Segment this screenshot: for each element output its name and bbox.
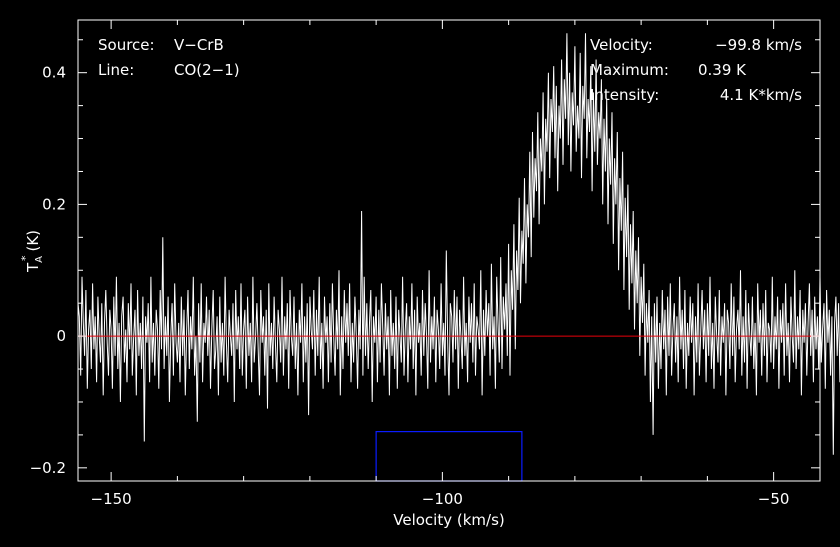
x-tick-label: −100	[422, 490, 463, 508]
y-tick-label: 0.4	[42, 64, 66, 82]
y-axis-label: TA* (K)	[19, 230, 45, 273]
plot-frame	[77, 19, 821, 482]
y-axis-ticks: −0.2 0 0.2 0.4	[30, 39, 820, 477]
maximum-key: Maximum:	[590, 61, 669, 79]
source-value: V−CrB	[174, 36, 224, 54]
x-axis-ticks: −150 −100 −50	[91, 20, 790, 508]
x-axis-label: Velocity (km/s)	[393, 511, 504, 529]
source-info-block: Source: V−CrB Line: CO(2−1)	[98, 36, 240, 79]
source-key: Source:	[98, 36, 155, 54]
y-tick-label: −0.2	[30, 459, 66, 477]
line-key: Line:	[98, 61, 134, 79]
velocity-key: Velocity:	[590, 36, 653, 54]
velocity-value: −99.8 km/s	[715, 36, 802, 54]
y-axis-label-main: T	[24, 262, 42, 273]
spectrum-series-line	[77, 33, 840, 455]
intensity-key: Intensity:	[590, 86, 659, 104]
svg-text:TA*(K): TA* (K)	[19, 230, 45, 273]
y-axis-label-sup: *	[19, 255, 32, 261]
x-tick-label: −50	[758, 490, 790, 508]
intensity-value: 4.1 K*km/s	[720, 86, 802, 104]
y-axis-label-sub: A	[34, 256, 45, 263]
y-tick-label: 0	[56, 327, 66, 345]
y-tick-label: 0.2	[42, 195, 66, 213]
line-value: CO(2−1)	[174, 61, 240, 79]
maximum-value: 0.39 K	[698, 61, 747, 79]
fit-results-block: Velocity: −99.8 km/s Maximum: 0.39 K Int…	[590, 36, 802, 104]
y-axis-label-unit: (K)	[24, 230, 42, 252]
x-tick-label: −150	[91, 490, 132, 508]
